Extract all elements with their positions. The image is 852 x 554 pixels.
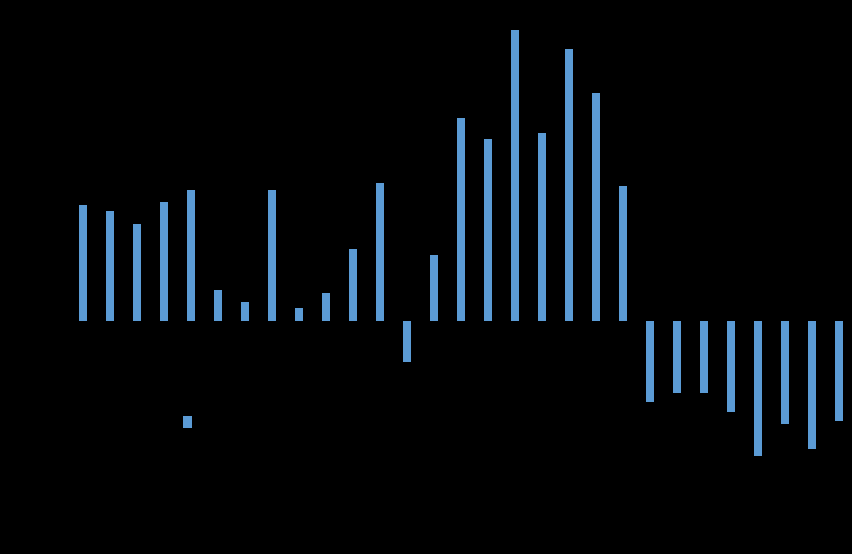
bar[interactable]: [160, 202, 168, 321]
bar[interactable]: [484, 139, 492, 321]
bar[interactable]: [673, 321, 681, 393]
bar[interactable]: [430, 255, 438, 321]
bar[interactable]: [241, 302, 249, 321]
bar[interactable]: [403, 321, 411, 362]
bar[interactable]: [106, 211, 114, 321]
bar[interactable]: [268, 189, 276, 321]
bar[interactable]: [565, 48, 573, 321]
bar[interactable]: [835, 321, 843, 422]
bar[interactable]: [646, 321, 654, 403]
bar[interactable]: [754, 321, 762, 456]
bar[interactable]: [214, 289, 222, 321]
bar[interactable]: [781, 321, 789, 425]
bar[interactable]: [79, 205, 87, 321]
bar[interactable]: [349, 249, 357, 321]
bar[interactable]: [187, 189, 195, 321]
bar[interactable]: [295, 308, 303, 321]
bar[interactable]: [700, 321, 708, 393]
bar[interactable]: [619, 186, 627, 321]
bar[interactable]: [592, 92, 600, 321]
chart-legend: [183, 416, 199, 428]
bar[interactable]: [538, 133, 546, 321]
bar[interactable]: [133, 223, 141, 321]
bar[interactable]: [457, 117, 465, 321]
bar[interactable]: [727, 321, 735, 412]
bar[interactable]: [511, 29, 519, 321]
legend-swatch-icon: [183, 416, 192, 428]
zero-baseline: [0, 321, 852, 322]
bar[interactable]: [376, 183, 384, 321]
bar[interactable]: [322, 292, 330, 321]
bar[interactable]: [808, 321, 816, 450]
